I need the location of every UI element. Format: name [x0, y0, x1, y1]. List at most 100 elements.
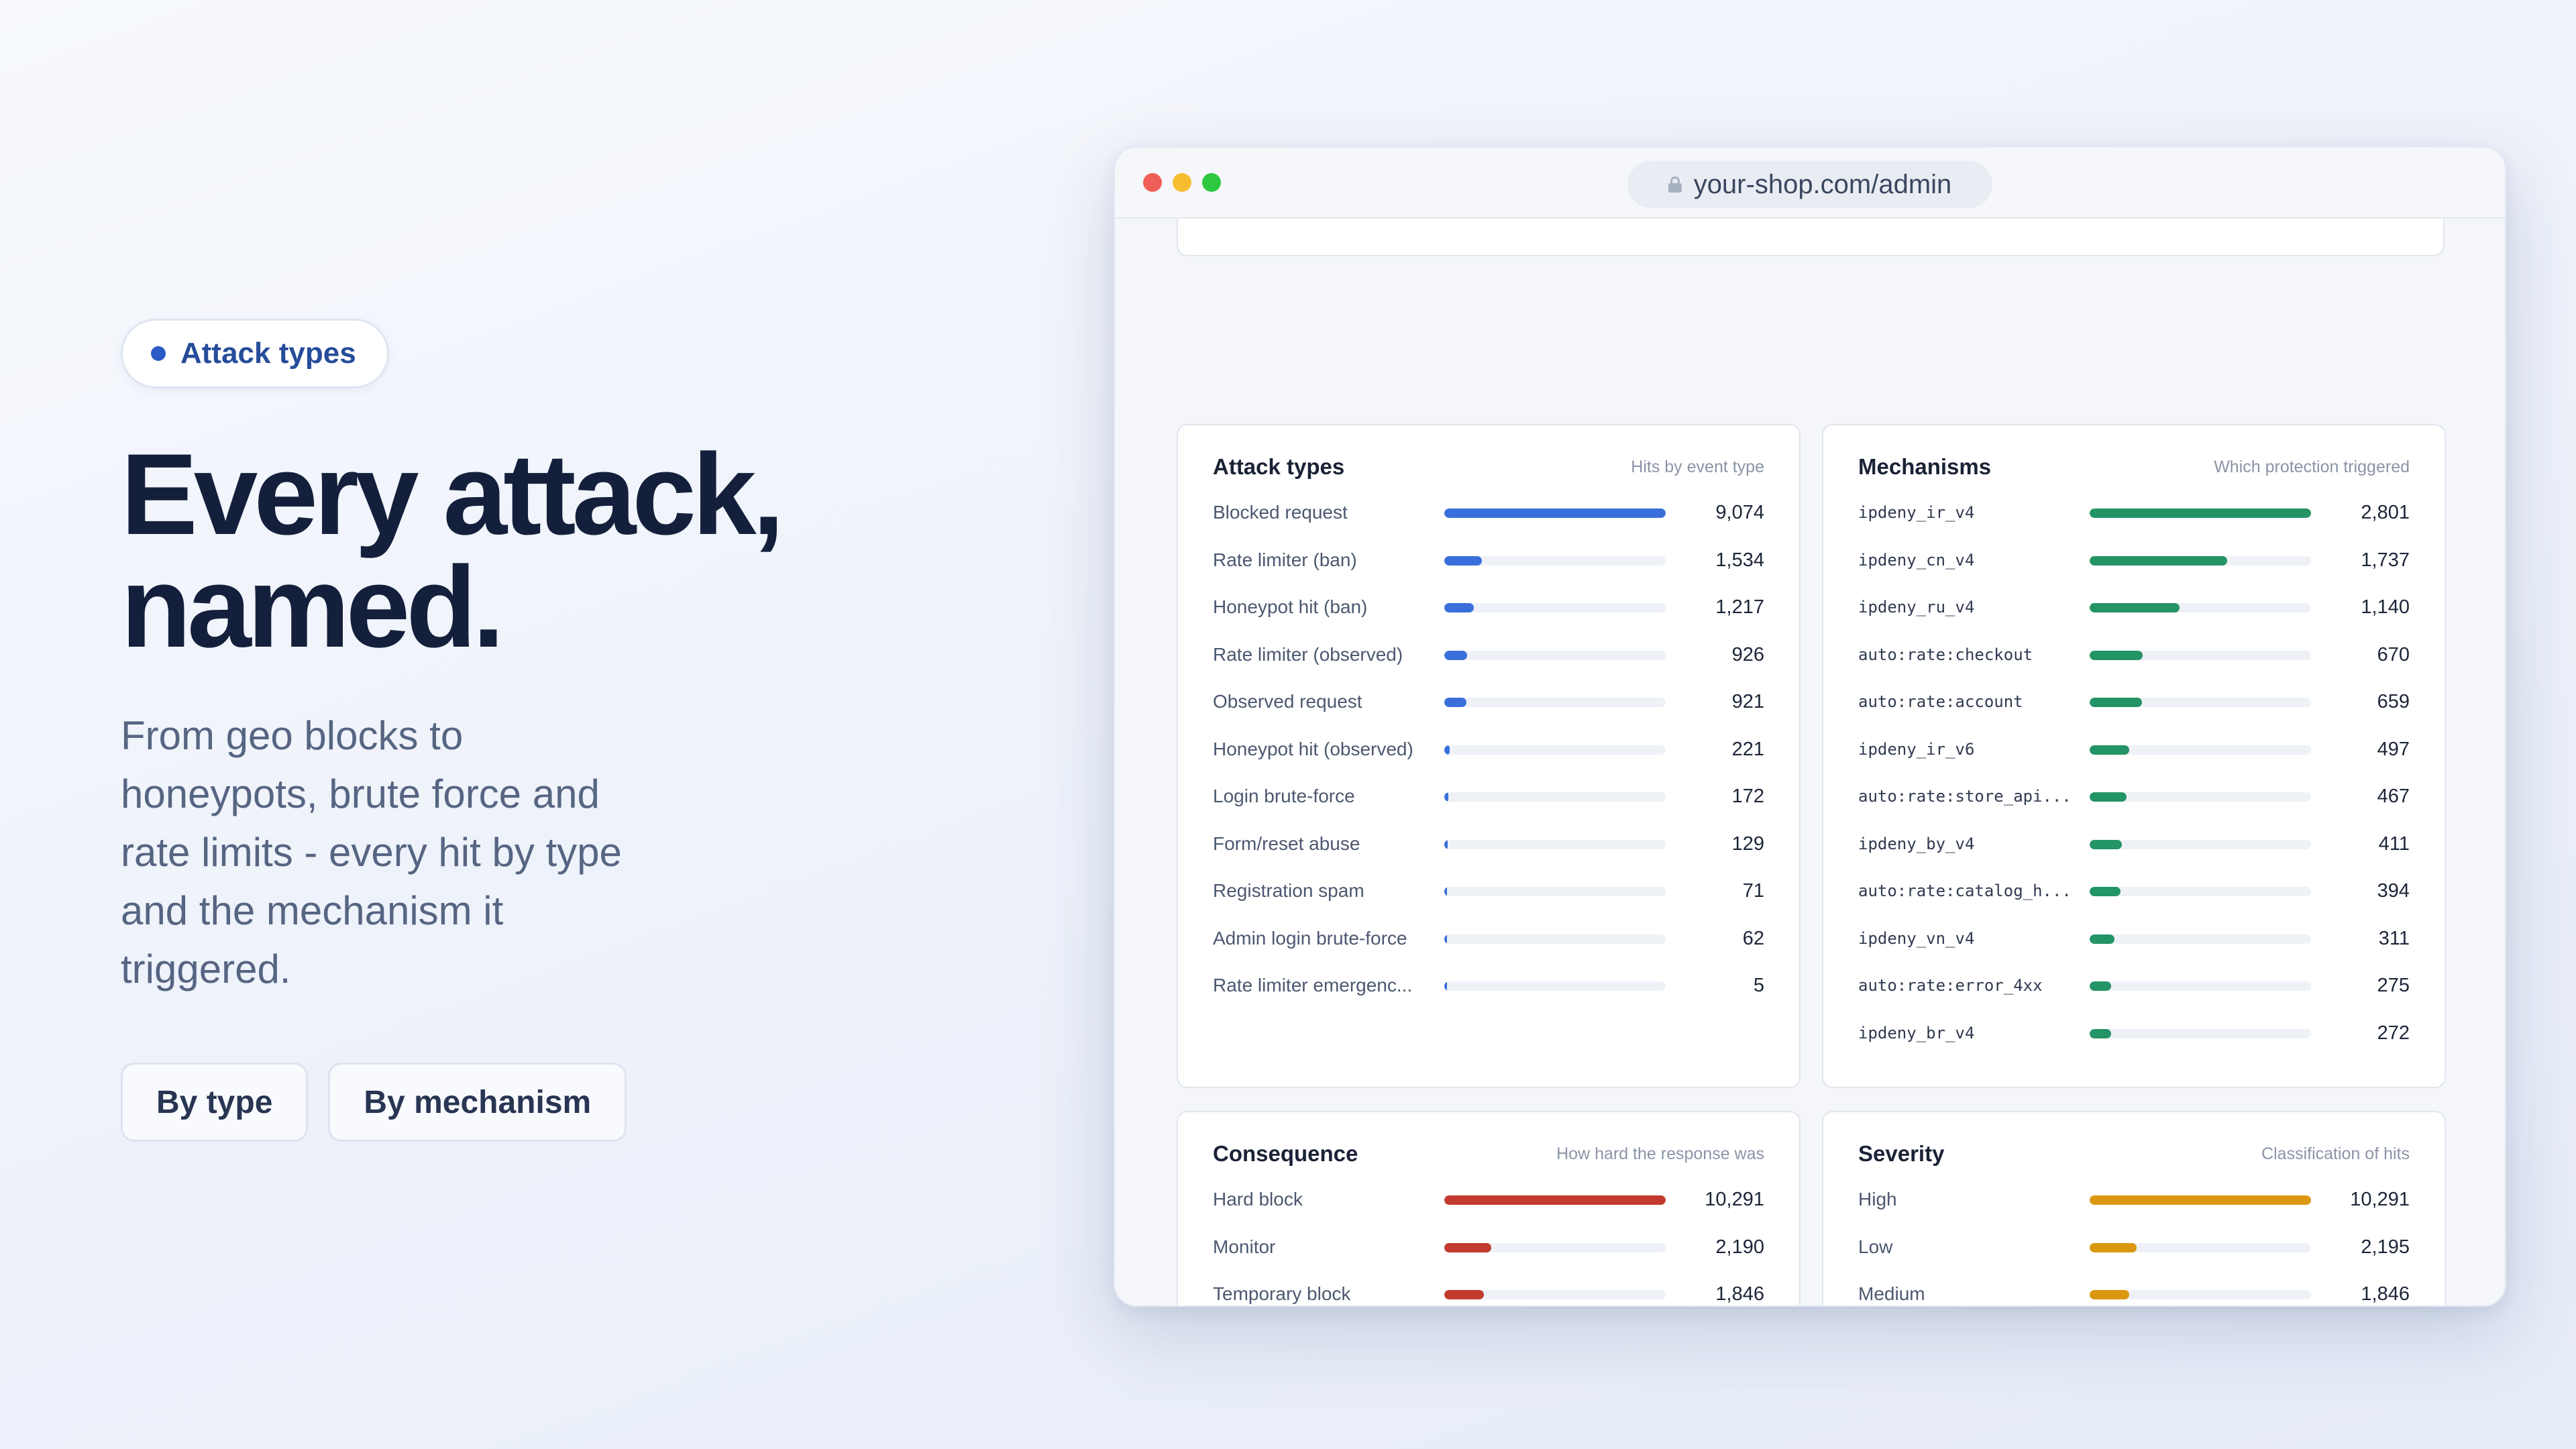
row-value: 659 — [2377, 691, 2410, 712]
row-label: High — [1858, 1189, 1897, 1210]
maximize-window-icon[interactable] — [1202, 173, 1221, 192]
row-label: Rate limiter (ban) — [1213, 549, 1357, 570]
card-subtitle: How hard the response was — [1556, 1144, 1764, 1163]
bar-track — [2090, 839, 2311, 849]
consequence-list: Hard block 10,291 Monitor 2,190 Temporary bl… — [1213, 1186, 1764, 1305]
list-item: High 10,291 — [1858, 1186, 2410, 1234]
bar-track — [2090, 555, 2311, 566]
row-label: auto:rate:error_4xx — [1858, 976, 2043, 995]
bar-fill — [2090, 934, 2114, 944]
bar-fill — [2090, 508, 2311, 518]
consequence-card: Consequence How hard the response was Ha… — [1177, 1111, 1801, 1305]
bar-track — [1444, 650, 1666, 660]
row-label: ipdeny_cn_v4 — [1858, 550, 1975, 570]
bar-fill — [2090, 981, 2112, 991]
list-item: ipdeny_br_v4 272 — [1858, 1020, 2410, 1067]
bar-track — [2090, 698, 2311, 707]
bar-track — [1444, 1242, 1666, 1252]
row-value: 172 — [1731, 786, 1764, 807]
card-subtitle: Classification of hits — [2261, 1144, 2410, 1163]
row-label: ipdeny_ir_v6 — [1858, 739, 1975, 759]
bar-fill — [2090, 887, 2121, 896]
badge-label: Attack types — [180, 337, 356, 370]
bar-fill — [2090, 1290, 2130, 1299]
row-value: 311 — [2378, 927, 2410, 949]
mechanisms-card: Mechanisms Which protection triggered ip… — [1822, 424, 2446, 1088]
list-item: Rate limiter (observed) 926 — [1213, 641, 1764, 689]
bar-track — [2090, 792, 2311, 802]
row-label: ipdeny_by_v4 — [1858, 834, 1975, 853]
row-value: 411 — [2378, 833, 2410, 855]
row-label: Admin login brute-force — [1213, 927, 1407, 949]
list-item: auto:rate:checkout 670 — [1858, 641, 2410, 689]
row-value: 2,195 — [2361, 1236, 2410, 1258]
browser-window: your-shop.com/admin Attack types Hits by… — [1114, 146, 2506, 1307]
address-bar[interactable]: your-shop.com/admin — [1627, 161, 1992, 208]
row-label: ipdeny_br_v4 — [1858, 1023, 1975, 1042]
list-item: Blocked request 9,074 — [1213, 499, 1764, 547]
list-item: auto:rate:error_4xx 275 — [1858, 972, 2410, 1020]
row-value: 497 — [2377, 738, 2410, 760]
hero-section: Attack types Every attack, named. From g… — [121, 319, 993, 1142]
list-item: ipdeny_ir_v4 2,801 — [1858, 499, 2410, 547]
bar-track — [2090, 981, 2311, 991]
bar-fill — [1444, 745, 1450, 755]
bar-track — [2090, 887, 2311, 896]
row-value: 1,846 — [1715, 1283, 1764, 1305]
minimize-window-icon[interactable] — [1173, 173, 1191, 192]
bar-fill — [2090, 1195, 2311, 1205]
close-window-icon[interactable] — [1143, 173, 1162, 192]
severity-card: Severity Classification of hits High 10,2… — [1822, 1111, 2446, 1305]
bar-track — [1444, 698, 1666, 707]
bar-track — [1444, 981, 1666, 991]
card-header: Consequence How hard the response was — [1213, 1140, 1764, 1167]
bar-track — [1444, 508, 1666, 518]
row-value: 62 — [1742, 927, 1764, 949]
bar-fill — [2090, 603, 2180, 612]
hero-description: From geo blocks to honeypots, brute forc… — [121, 713, 622, 991]
row-label: Form/reset abuse — [1213, 833, 1360, 854]
list-item: ipdeny_by_v4 411 — [1858, 830, 2410, 878]
row-label: Observed request — [1213, 691, 1362, 712]
bar-fill — [1444, 555, 1482, 566]
bar-fill — [1444, 603, 1474, 612]
row-value: 670 — [2377, 643, 2410, 665]
by-type-button[interactable]: By type — [121, 1063, 309, 1142]
row-value: 10,291 — [1705, 1189, 1764, 1210]
list-item: Temporary block 1,846 — [1213, 1281, 1764, 1305]
bar-fill — [1444, 1195, 1666, 1205]
bar-fill — [1444, 839, 1448, 849]
bar-track — [1444, 792, 1666, 802]
row-label: Honeypot hit (observed) — [1213, 738, 1413, 759]
row-value: 1,140 — [2361, 596, 2410, 618]
page-viewport[interactable]: Attack types Hits by event type Blocked … — [1115, 219, 2505, 1305]
row-value: 1,737 — [2361, 549, 2410, 571]
row-value: 1,846 — [2361, 1283, 2410, 1305]
bar-fill — [1444, 1290, 1485, 1299]
row-value: 2,190 — [1715, 1236, 1764, 1258]
bar-track — [2090, 603, 2311, 612]
bar-fill — [1444, 1242, 1492, 1252]
by-mechanism-button[interactable]: By mechanism — [328, 1063, 627, 1142]
list-item: Registration spam 71 — [1213, 877, 1764, 925]
list-item: ipdeny_vn_v4 311 — [1858, 925, 2410, 973]
row-label: Registration spam — [1213, 880, 1364, 901]
row-label: ipdeny_vn_v4 — [1858, 928, 1975, 948]
hero-title-line-1: Every attack, — [121, 430, 784, 559]
card-header: Severity Classification of hits — [1858, 1140, 2410, 1167]
url-text: your-shop.com/admin — [1693, 169, 1952, 199]
bar-track — [1444, 1290, 1666, 1299]
row-label: auto:rate:catalog_h... — [1858, 881, 2072, 900]
row-value: 921 — [1731, 691, 1764, 712]
hero-buttons: By type By mechanism — [121, 1063, 993, 1142]
hero-title-line-2: named. — [121, 543, 504, 672]
bar-track — [2090, 650, 2311, 660]
list-item: Low 2,195 — [1858, 1234, 2410, 1281]
bar-fill — [2090, 792, 2127, 802]
bar-fill — [2090, 839, 2123, 849]
list-item: Observed request 921 — [1213, 688, 1764, 736]
list-item: Honeypot hit (ban) 1,217 — [1213, 594, 1764, 641]
row-label: Temporary block — [1213, 1283, 1351, 1304]
row-label: Hard block — [1213, 1189, 1303, 1210]
list-item: Rate limiter (ban) 1,534 — [1213, 547, 1764, 594]
